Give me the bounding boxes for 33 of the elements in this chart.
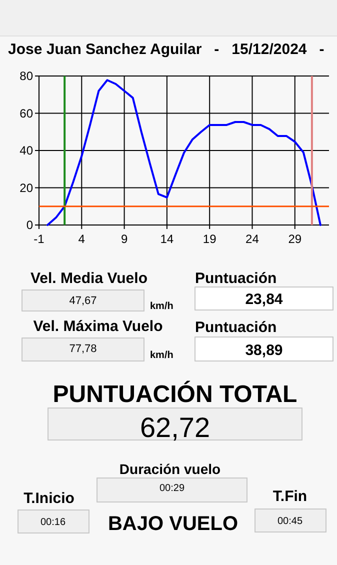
x-tick-label: 24 bbox=[246, 232, 260, 246]
text: Duración vuelo bbox=[119, 461, 221, 477]
text: Vel. Máxima Vuelo bbox=[33, 318, 163, 335]
text: 00:16 bbox=[40, 517, 66, 528]
text: Puntuación bbox=[195, 319, 277, 336]
y-tick-label: 20 bbox=[20, 180, 34, 195]
text: BAJO VUELO bbox=[108, 513, 238, 535]
y-tick-label: 40 bbox=[20, 144, 34, 158]
text: 38,89 bbox=[245, 342, 283, 359]
y-tick-label: 0 bbox=[26, 218, 34, 232]
text: T.Fin bbox=[272, 488, 308, 505]
x-tick-label: 9 bbox=[120, 232, 128, 246]
chart-title: Jose Juan Sanchez Aguilar - 15/12/2024 - bbox=[8, 41, 324, 58]
x-tick-label: -1 bbox=[34, 232, 45, 246]
text: PUNTUACIÓN TOTAL bbox=[52, 380, 298, 408]
text: T.Inicio bbox=[24, 490, 74, 507]
x-tick-label: 19 bbox=[202, 232, 217, 246]
text: km/h bbox=[150, 350, 174, 361]
y-tick-label: 60 bbox=[20, 106, 34, 120]
text: 47,67 bbox=[69, 295, 97, 307]
text: 62,72 bbox=[140, 412, 210, 443]
text: 00:29 bbox=[159, 483, 185, 494]
text: km/h bbox=[150, 301, 174, 312]
x-tick-label: 14 bbox=[160, 232, 174, 246]
text: Vel. Media Vuelo bbox=[30, 270, 148, 287]
text: 23,84 bbox=[245, 291, 284, 308]
y-tick-label: 80 bbox=[20, 69, 34, 83]
x-tick-label: 29 bbox=[288, 232, 302, 246]
text: 00:45 bbox=[277, 516, 303, 527]
x-tick-label: 4 bbox=[78, 232, 86, 246]
text: 77,78 bbox=[69, 343, 97, 355]
line-series bbox=[46, 79, 322, 226]
text: Puntuación bbox=[195, 270, 277, 287]
